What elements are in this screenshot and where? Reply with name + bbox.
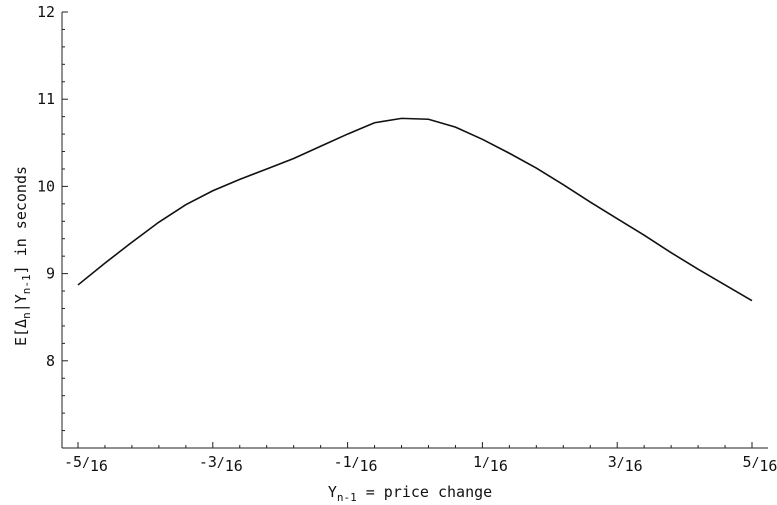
axes (61, 12, 768, 449)
y-tick-label: 11 (37, 90, 55, 108)
x-tick-label: 3/16 (608, 453, 643, 475)
y-tick-label: 12 (37, 3, 55, 21)
x-tick-label: -3/16 (199, 453, 243, 475)
y-tick-label: 10 (37, 177, 55, 195)
x-axis-title: Yn-1 = price change (328, 483, 492, 504)
x-tick-label: -5/16 (64, 453, 108, 475)
y-axis-ticks: 8 9 10 11 12 (37, 3, 68, 449)
x-tick-label: -1/16 (334, 453, 378, 475)
series-layer (77, 117, 753, 302)
y-tick-label: 9 (46, 265, 55, 283)
x-axis-ticks: -5/16 -3/16 -1/16 1/16 3/16 5/16 (64, 442, 777, 475)
x-tick-label: 5/16 (743, 453, 777, 475)
y-tick-label: 8 (46, 352, 55, 370)
y-axis-title: E[Δn|Yn-1] in seconds (12, 166, 33, 346)
series-line (77, 117, 753, 302)
x-tick-label: 1/16 (473, 453, 508, 475)
